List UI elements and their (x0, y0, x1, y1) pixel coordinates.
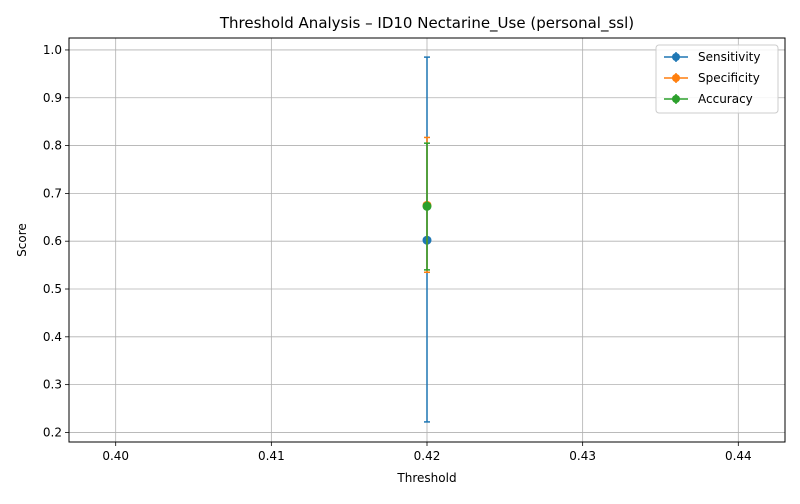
x-axis-label: Threshold (396, 471, 456, 485)
legend: Sensitivity Specificity Accuracy (655, 44, 779, 114)
legend-item-accuracy: Accuracy (664, 92, 753, 106)
legend-label: Specificity (698, 71, 760, 85)
legend-marker (672, 53, 680, 61)
x-tick-label: 0.41 (258, 449, 285, 463)
data-layer (422, 56, 432, 423)
legend-marker (672, 95, 680, 103)
y-tick-label: 0.4 (43, 330, 62, 344)
legend-item-specificity: Specificity (664, 71, 760, 85)
y-tick-label: 0.9 (43, 91, 62, 105)
legend-box (655, 44, 779, 114)
legend-label: Accuracy (698, 92, 753, 106)
x-tick-label: 0.42 (414, 449, 441, 463)
y-tick-label: 0.3 (43, 378, 62, 392)
y-axis-label: Score (15, 223, 29, 257)
x-tick-label: 0.43 (569, 449, 596, 463)
legend-label: Sensitivity (698, 50, 760, 64)
y-tick-label: 0.2 (43, 425, 62, 439)
legend-marker (672, 74, 680, 82)
y-tick-label: 0.8 (43, 139, 62, 153)
y-tick-label: 0.7 (43, 186, 62, 200)
chart-title: Threshold Analysis – ID10 Nectarine_Use … (219, 14, 634, 33)
y-tick-label: 0.5 (43, 282, 62, 296)
x-tick-label: 0.44 (725, 449, 752, 463)
legend-item-sensitivity: Sensitivity (664, 50, 760, 64)
x-tick-label: 0.40 (102, 449, 129, 463)
axis-ticks: 0.40 0.41 0.42 0.43 0.44 0.2 0.3 0.4 0.5 0.6 0.7 0.… (43, 43, 752, 463)
series-accuracy (422, 142, 432, 271)
y-tick-label: 0.6 (43, 234, 62, 248)
y-tick-label: 1.0 (43, 43, 62, 57)
data-point (422, 201, 432, 211)
